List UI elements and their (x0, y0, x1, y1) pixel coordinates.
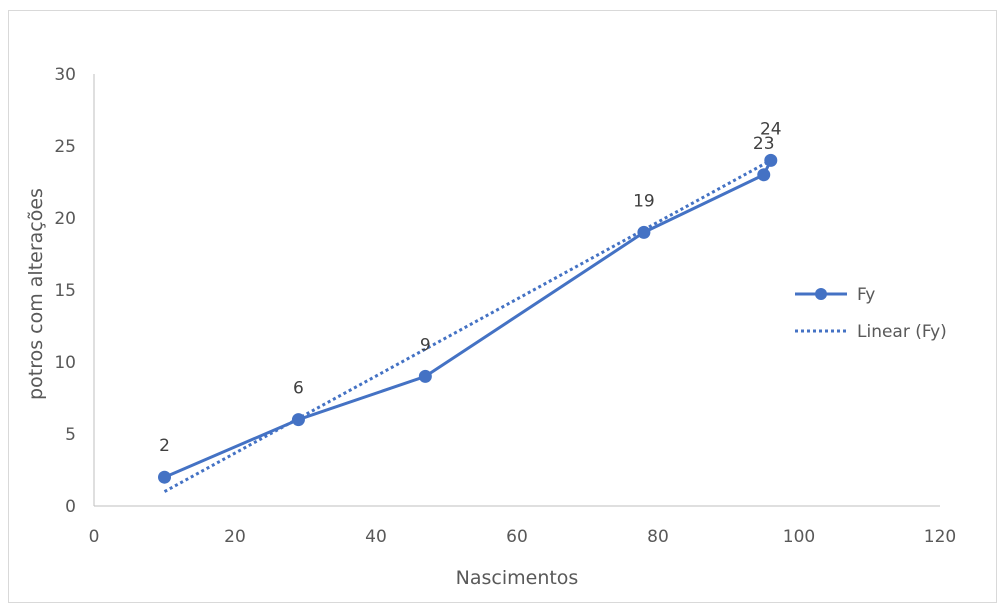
trendline-group (163, 159, 772, 493)
data-label: 23 (753, 134, 775, 154)
axes (93, 74, 940, 507)
y-tick-label: 30 (54, 65, 76, 85)
legend-item-trendline: Linear (Fy) (795, 322, 947, 342)
data-point (158, 470, 171, 484)
y-tick-label: 25 (54, 137, 76, 157)
y-tick-label: 15 (54, 281, 76, 301)
legend-series-marker (815, 288, 827, 300)
x-tick-label: 20 (224, 527, 246, 547)
y-tick-label: 10 (54, 353, 76, 373)
legend-series-label: Fy (857, 285, 875, 305)
data-label: 6 (293, 379, 304, 399)
y-tick-label: 20 (54, 209, 76, 229)
y-axis-title: potros com alterações (25, 188, 47, 400)
data-label: 9 (420, 335, 431, 355)
x-tick-label: 0 (89, 527, 100, 547)
y-tick-label: 5 (65, 425, 76, 445)
x-tick-label: 100 (783, 527, 815, 547)
data-label: 19 (633, 191, 655, 211)
x-tick-label: 120 (924, 527, 956, 547)
x-tick-labels: 0 20 40 60 80 100 120 (89, 527, 957, 547)
x-axis-title: Nascimentos (456, 567, 579, 589)
x-tick-label: 80 (647, 527, 669, 547)
legend-item-series: Fy (795, 285, 875, 305)
series-group (158, 153, 778, 484)
data-point (291, 413, 305, 427)
trendline (163, 159, 772, 493)
data-point (757, 168, 771, 182)
y-tick-labels: 0 5 10 15 20 25 30 (54, 65, 76, 517)
legend-trendline-label: Linear (Fy) (857, 322, 947, 342)
data-point (418, 369, 432, 383)
data-label: 2 (159, 436, 170, 456)
legend: Fy Linear (Fy) (795, 285, 947, 342)
data-point (764, 153, 778, 167)
x-tick-label: 40 (365, 527, 387, 547)
y-tick-label: 0 (65, 497, 76, 517)
data-point (637, 225, 651, 239)
x-tick-label: 60 (506, 527, 528, 547)
series-line (163, 159, 773, 479)
data-label: 24 (760, 119, 782, 139)
